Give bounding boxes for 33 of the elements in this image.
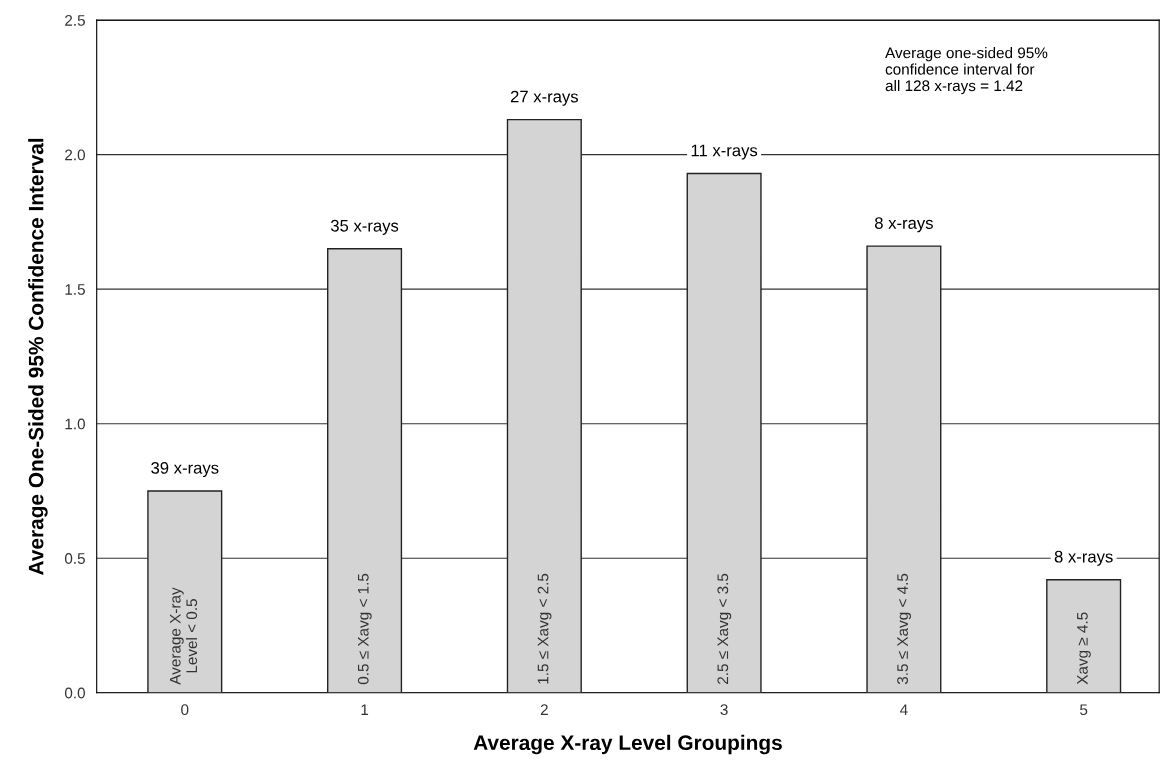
x-tick-label: 2 [540, 704, 548, 715]
x-axis-title: Average X-ray Level Groupings [473, 734, 782, 755]
annotation: 3.5 ≤ Xavg < 4.5 [897, 573, 912, 685]
annotation: 8 x-rays [1054, 550, 1113, 566]
annotation: 39 x-rays [151, 461, 219, 478]
y-tick-label: 0.0 [64, 687, 85, 699]
annotation: 2.5 ≤ Xavg < 3.5 [717, 573, 732, 684]
x-tick-label: 5 [1080, 704, 1088, 716]
bar [327, 248, 403, 693]
bar [866, 245, 942, 693]
y-tick-label: 0.5 [64, 553, 85, 564]
bar [506, 118, 582, 693]
annotation: 1.5 ≤ Xavg < 2.5 [537, 573, 552, 684]
annotation: Average X-ray Level < 0.5 [170, 587, 198, 685]
y-tick-label: 1.5 [65, 284, 85, 295]
x-tick-label: 1 [361, 704, 369, 715]
y-tick-label: 2.0 [65, 149, 85, 161]
y-axis-title: Average One-Sided 95% Confidence Interval [28, 138, 48, 575]
annotation: 0.5 ≤ Xavg < 1.5 [357, 573, 372, 685]
y-tick-label: 1.0 [65, 418, 85, 430]
y-tick-label: 2.5 [65, 14, 85, 26]
annotation: 11 x-rays [691, 144, 758, 160]
x-tick-label: 3 [720, 704, 728, 716]
annotation: Average one-sided 95% confidence interval for all 128 x-rays = 1.42 [885, 47, 1048, 95]
x-tick-label: 0 [181, 704, 189, 716]
bar [147, 490, 223, 693]
bar [1046, 579, 1122, 693]
annotation: Xavg ≥ 4.5 [1077, 612, 1091, 685]
annotation: 35 x-rays [330, 219, 399, 235]
annotation: 27 x-rays [510, 90, 579, 106]
annotation: 8 x-rays [874, 217, 933, 233]
bar [686, 172, 762, 693]
x-tick-label: 4 [900, 704, 908, 715]
